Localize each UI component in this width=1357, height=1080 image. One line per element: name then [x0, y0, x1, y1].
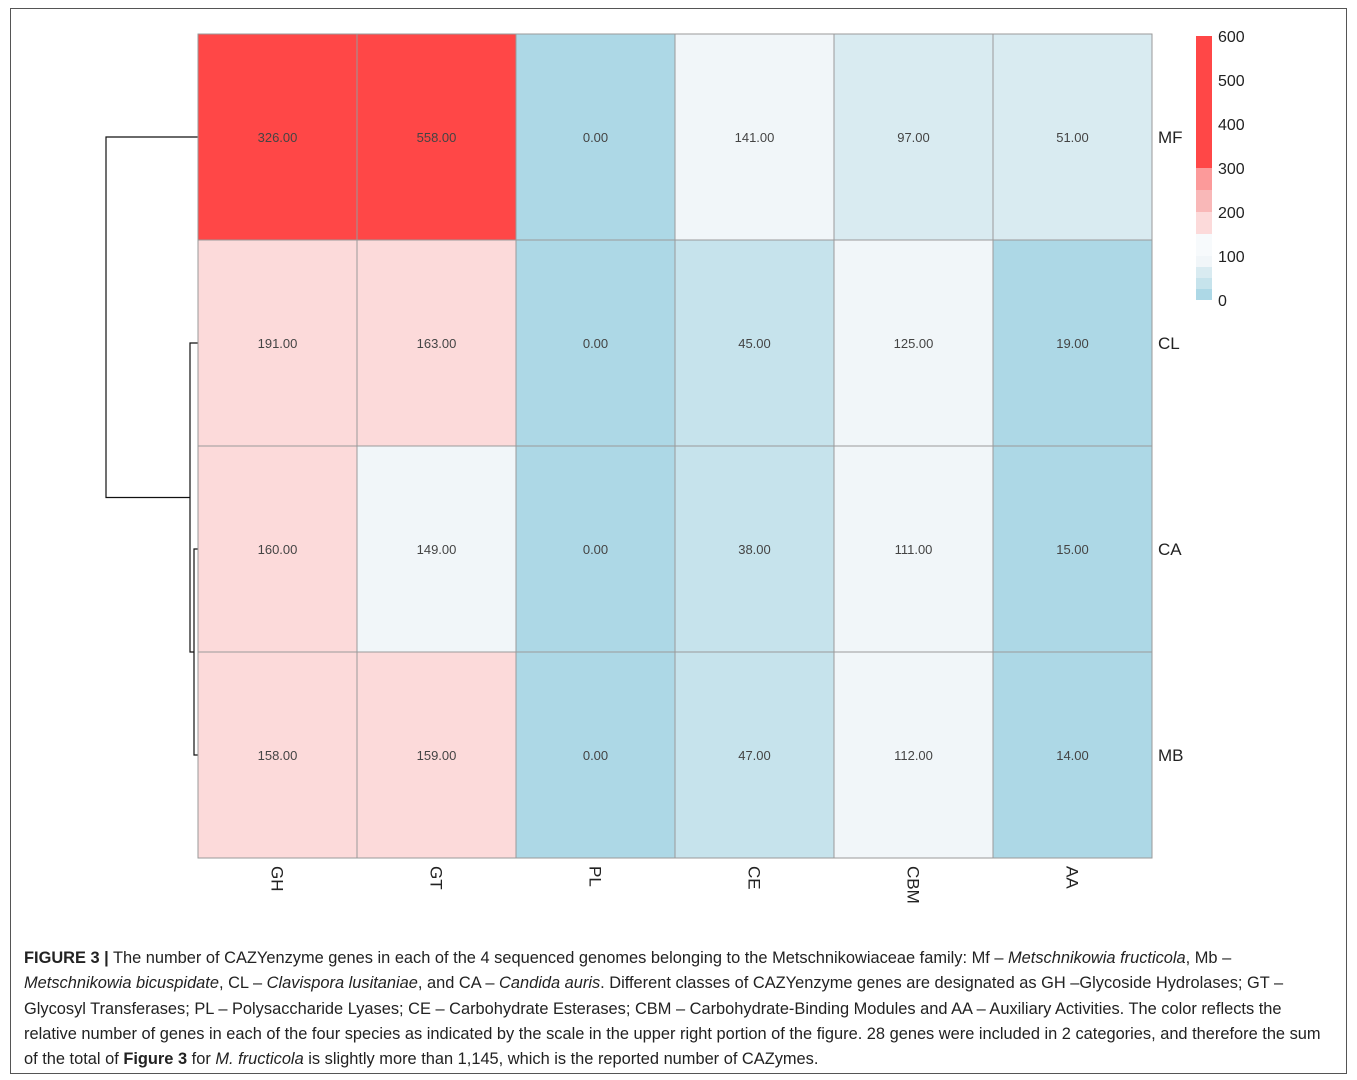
cell-value-label: 141.00 — [735, 130, 775, 145]
legend-color-band — [1196, 212, 1212, 234]
row-label-mf: MF — [1158, 128, 1183, 147]
dendrogram-branch — [194, 549, 198, 755]
cell-value-label: 159.00 — [417, 748, 457, 763]
caption-text: The number of CAZYenzyme genes in each o… — [109, 949, 1008, 967]
column-label-gh: GH — [268, 866, 287, 892]
cell-value-label: 38.00 — [738, 542, 771, 557]
cell-value-label: 191.00 — [258, 336, 298, 351]
row-dendrogram — [106, 137, 198, 755]
figure-caption: FIGURE 3 | The number of CAZYenzyme gene… — [24, 946, 1334, 1072]
heatmap-chart: 326.00 558.00 0.00 141.00 97.00 51.00 191.00 16… — [0, 0, 1357, 940]
cell-value-label: 158.00 — [258, 748, 298, 763]
cell-value-label: 0.00 — [583, 130, 608, 145]
cell-value-label: 125.00 — [894, 336, 934, 351]
cell-value-label: 163.00 — [417, 336, 457, 351]
cell-value-label: 0.00 — [583, 542, 608, 557]
column-label-ce: CE — [745, 866, 764, 890]
caption-species: M. fructicola — [215, 1050, 303, 1068]
caption-text: is slightly more than 1,145, which is th… — [304, 1050, 819, 1068]
caption-text: , CL – — [219, 974, 267, 992]
cell-value-label: 111.00 — [895, 542, 933, 557]
row-label-ca: CA — [1158, 540, 1182, 559]
cell-value-label: 149.00 — [417, 542, 457, 557]
caption-species: Metschnikowia fructicola — [1008, 949, 1186, 967]
legend-color-band — [1196, 36, 1212, 168]
legend-color-band — [1196, 267, 1212, 278]
column-label-pl: PL — [586, 866, 605, 887]
row-label-cl: CL — [1158, 334, 1180, 353]
caption-text: , Mb – — [1186, 949, 1232, 967]
heatmap-cells: 326.00 558.00 0.00 141.00 97.00 51.00 191.00 16… — [198, 34, 1152, 858]
dendrogram-branch — [106, 137, 198, 498]
row-labels: MF CL CA MB — [1158, 128, 1184, 765]
column-label-cbm: CBM — [904, 866, 923, 904]
legend-tick-label: 400 — [1218, 117, 1245, 134]
cell-value-label: 47.00 — [738, 748, 771, 763]
cell-value-label: 326.00 — [258, 130, 298, 145]
legend-tick-label: 100 — [1218, 249, 1245, 266]
legend-tick-label: 500 — [1218, 73, 1245, 90]
legend-color-band — [1196, 234, 1212, 256]
cell-value-label: 160.00 — [258, 542, 298, 557]
cell-value-label: 97.00 — [897, 130, 930, 145]
caption-species: Metschnikowia bicuspidate — [24, 974, 219, 992]
cell-value-label: 14.00 — [1056, 748, 1089, 763]
caption-species: Clavispora lusitaniae — [267, 974, 418, 992]
column-label-aa: AA — [1063, 866, 1082, 889]
legend-tick-label: 0 — [1218, 293, 1227, 310]
legend-color-band — [1196, 278, 1212, 289]
cell-value-label: 45.00 — [738, 336, 771, 351]
cell-value-label: 0.00 — [583, 748, 608, 763]
legend-tick-label: 600 — [1218, 29, 1245, 46]
caption-text: for — [187, 1050, 215, 1068]
legend-color-band — [1196, 256, 1212, 267]
column-labels: GH GT PL CE CBM AA — [268, 866, 1082, 904]
cell-value-label: 51.00 — [1056, 130, 1089, 145]
caption-species: Candida auris — [499, 974, 600, 992]
cell-value-label: 112.00 — [894, 748, 933, 763]
caption-text: , and CA – — [418, 974, 499, 992]
legend-tick-label: 200 — [1218, 205, 1245, 222]
cell-value-label: 558.00 — [417, 130, 457, 145]
caption-label: FIGURE 3 | — [24, 949, 109, 967]
legend-color-band — [1196, 190, 1212, 212]
cell-value-label: 0.00 — [583, 336, 608, 351]
legend-tick-label: 300 — [1218, 161, 1245, 178]
legend-color-band — [1196, 289, 1212, 300]
cell-value-label: 19.00 — [1056, 336, 1089, 351]
row-label-mb: MB — [1158, 746, 1184, 765]
column-label-gt: GT — [427, 866, 446, 890]
cell-value-label: 15.00 — [1056, 542, 1089, 557]
caption-figure-ref: Figure 3 — [123, 1050, 187, 1068]
color-legend: 600 500 400 300 200 100 0 — [1196, 29, 1245, 310]
legend-color-band — [1196, 168, 1212, 190]
